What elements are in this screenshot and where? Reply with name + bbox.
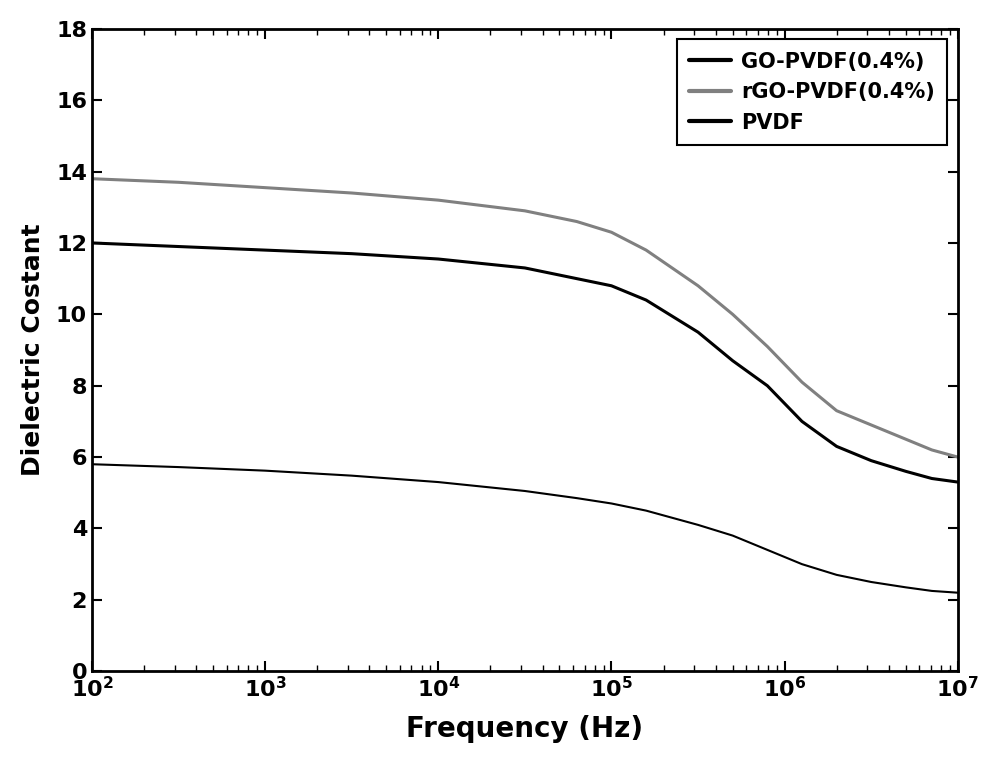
GO-PVDF(0.4%) (727, 356, 739, 365)
GO-PVDF(0.4%) (692, 328, 704, 337)
Line: GO-PVDF(0.4%): GO-PVDF(0.4%) (92, 243, 958, 482)
rGO-PVDF(0.4%) (173, 178, 185, 187)
rGO-PVDF(0.4%) (605, 228, 617, 237)
PVDF (605, 499, 617, 508)
X-axis label: Frequency (Hz): Frequency (Hz) (406, 715, 643, 743)
rGO-PVDF(0.4%) (831, 406, 843, 416)
GO-PVDF(0.4%) (926, 474, 938, 483)
PVDF (173, 462, 185, 471)
GO-PVDF(0.4%) (900, 467, 912, 476)
Legend: GO-PVDF(0.4%), rGO-PVDF(0.4%), PVDF: GO-PVDF(0.4%), rGO-PVDF(0.4%), PVDF (677, 39, 947, 145)
PVDF (831, 570, 843, 579)
rGO-PVDF(0.4%) (761, 342, 773, 351)
rGO-PVDF(0.4%) (727, 309, 739, 319)
rGO-PVDF(0.4%) (432, 196, 444, 205)
rGO-PVDF(0.4%) (519, 206, 531, 215)
rGO-PVDF(0.4%) (692, 281, 704, 290)
GO-PVDF(0.4%) (761, 381, 773, 390)
GO-PVDF(0.4%) (346, 249, 358, 258)
rGO-PVDF(0.4%) (796, 377, 808, 387)
rGO-PVDF(0.4%) (86, 174, 98, 183)
GO-PVDF(0.4%) (432, 254, 444, 264)
rGO-PVDF(0.4%) (865, 420, 877, 429)
rGO-PVDF(0.4%) (952, 452, 964, 461)
PVDF (926, 586, 938, 595)
Line: PVDF: PVDF (92, 465, 958, 593)
PVDF (900, 583, 912, 592)
PVDF (865, 578, 877, 587)
Line: rGO-PVDF(0.4%): rGO-PVDF(0.4%) (92, 179, 958, 457)
rGO-PVDF(0.4%) (640, 245, 652, 254)
PVDF (259, 466, 271, 475)
PVDF (727, 531, 739, 540)
GO-PVDF(0.4%) (173, 242, 185, 251)
rGO-PVDF(0.4%) (346, 189, 358, 198)
GO-PVDF(0.4%) (865, 456, 877, 465)
Y-axis label: Dielectric Costant: Dielectric Costant (21, 224, 45, 476)
GO-PVDF(0.4%) (640, 296, 652, 305)
PVDF (571, 494, 583, 503)
GO-PVDF(0.4%) (605, 281, 617, 290)
PVDF (952, 588, 964, 597)
PVDF (519, 487, 531, 496)
GO-PVDF(0.4%) (519, 264, 531, 273)
GO-PVDF(0.4%) (952, 478, 964, 487)
PVDF (346, 471, 358, 481)
GO-PVDF(0.4%) (259, 245, 271, 254)
rGO-PVDF(0.4%) (259, 183, 271, 193)
PVDF (692, 520, 704, 529)
PVDF (640, 506, 652, 515)
rGO-PVDF(0.4%) (900, 435, 912, 444)
PVDF (86, 460, 98, 469)
GO-PVDF(0.4%) (796, 417, 808, 426)
GO-PVDF(0.4%) (571, 274, 583, 283)
PVDF (432, 478, 444, 487)
rGO-PVDF(0.4%) (571, 217, 583, 226)
PVDF (761, 545, 773, 555)
PVDF (796, 559, 808, 568)
rGO-PVDF(0.4%) (926, 445, 938, 455)
GO-PVDF(0.4%) (831, 442, 843, 451)
GO-PVDF(0.4%) (86, 238, 98, 248)
